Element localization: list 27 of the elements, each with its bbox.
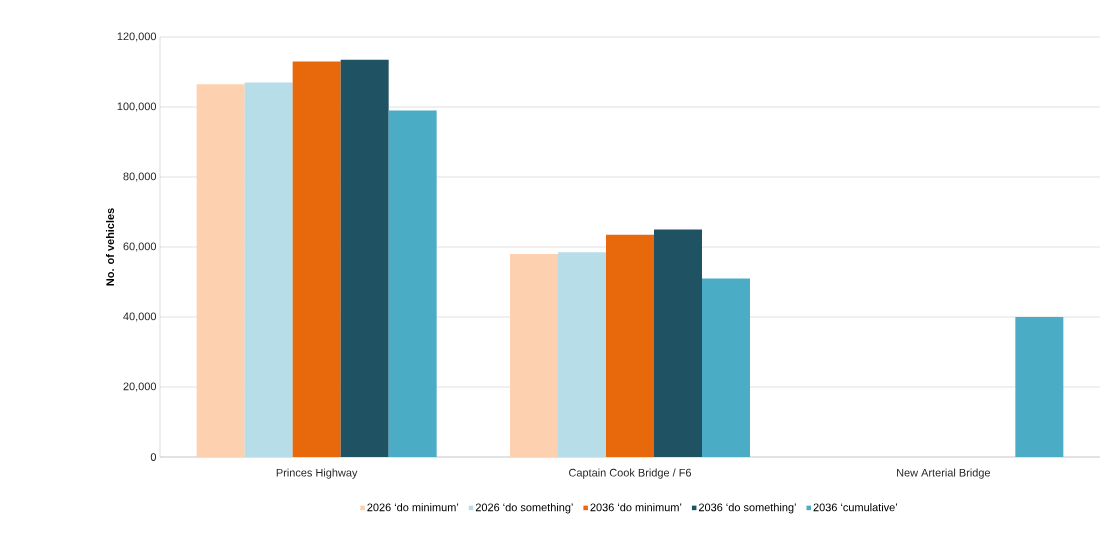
y-tick-label: 100,000: [117, 102, 157, 112]
y-tick-label: 120,000: [117, 32, 157, 42]
x-tick-label: Princes Highway: [276, 468, 358, 479]
x-tick-label: New Arterial Bridge: [897, 468, 991, 479]
bar: [1015, 317, 1064, 457]
legend-label: 2036 ‘cumulative’: [813, 503, 897, 512]
y-tick-label: 0: [150, 453, 157, 461]
y-tick-label: 80,000: [123, 172, 157, 182]
bar: [510, 254, 558, 457]
y-tick-label: 60,000: [123, 242, 157, 252]
bar: [606, 234, 654, 457]
y-axis-title: No. of vehicles: [105, 208, 115, 286]
legend-label: 2026 ‘do minimum’: [367, 503, 459, 512]
bar: [654, 229, 702, 457]
x-tick-label: Captain Cook Bridge / F6: [569, 468, 692, 479]
bar: [388, 110, 437, 457]
bar: [702, 278, 751, 457]
bar: [196, 84, 245, 457]
bar: [292, 61, 341, 457]
legend-label: 2036 ‘do minimum’: [590, 503, 682, 512]
bar: [558, 252, 606, 457]
y-tick-label: 20,000: [123, 382, 157, 392]
bar: [244, 82, 293, 457]
legend-label: 2026 ‘do something’: [475, 503, 573, 514]
y-tick-label: 40,000: [123, 312, 157, 322]
legend-label: 2036 ‘do something’: [698, 503, 796, 514]
bar: [340, 59, 389, 457]
